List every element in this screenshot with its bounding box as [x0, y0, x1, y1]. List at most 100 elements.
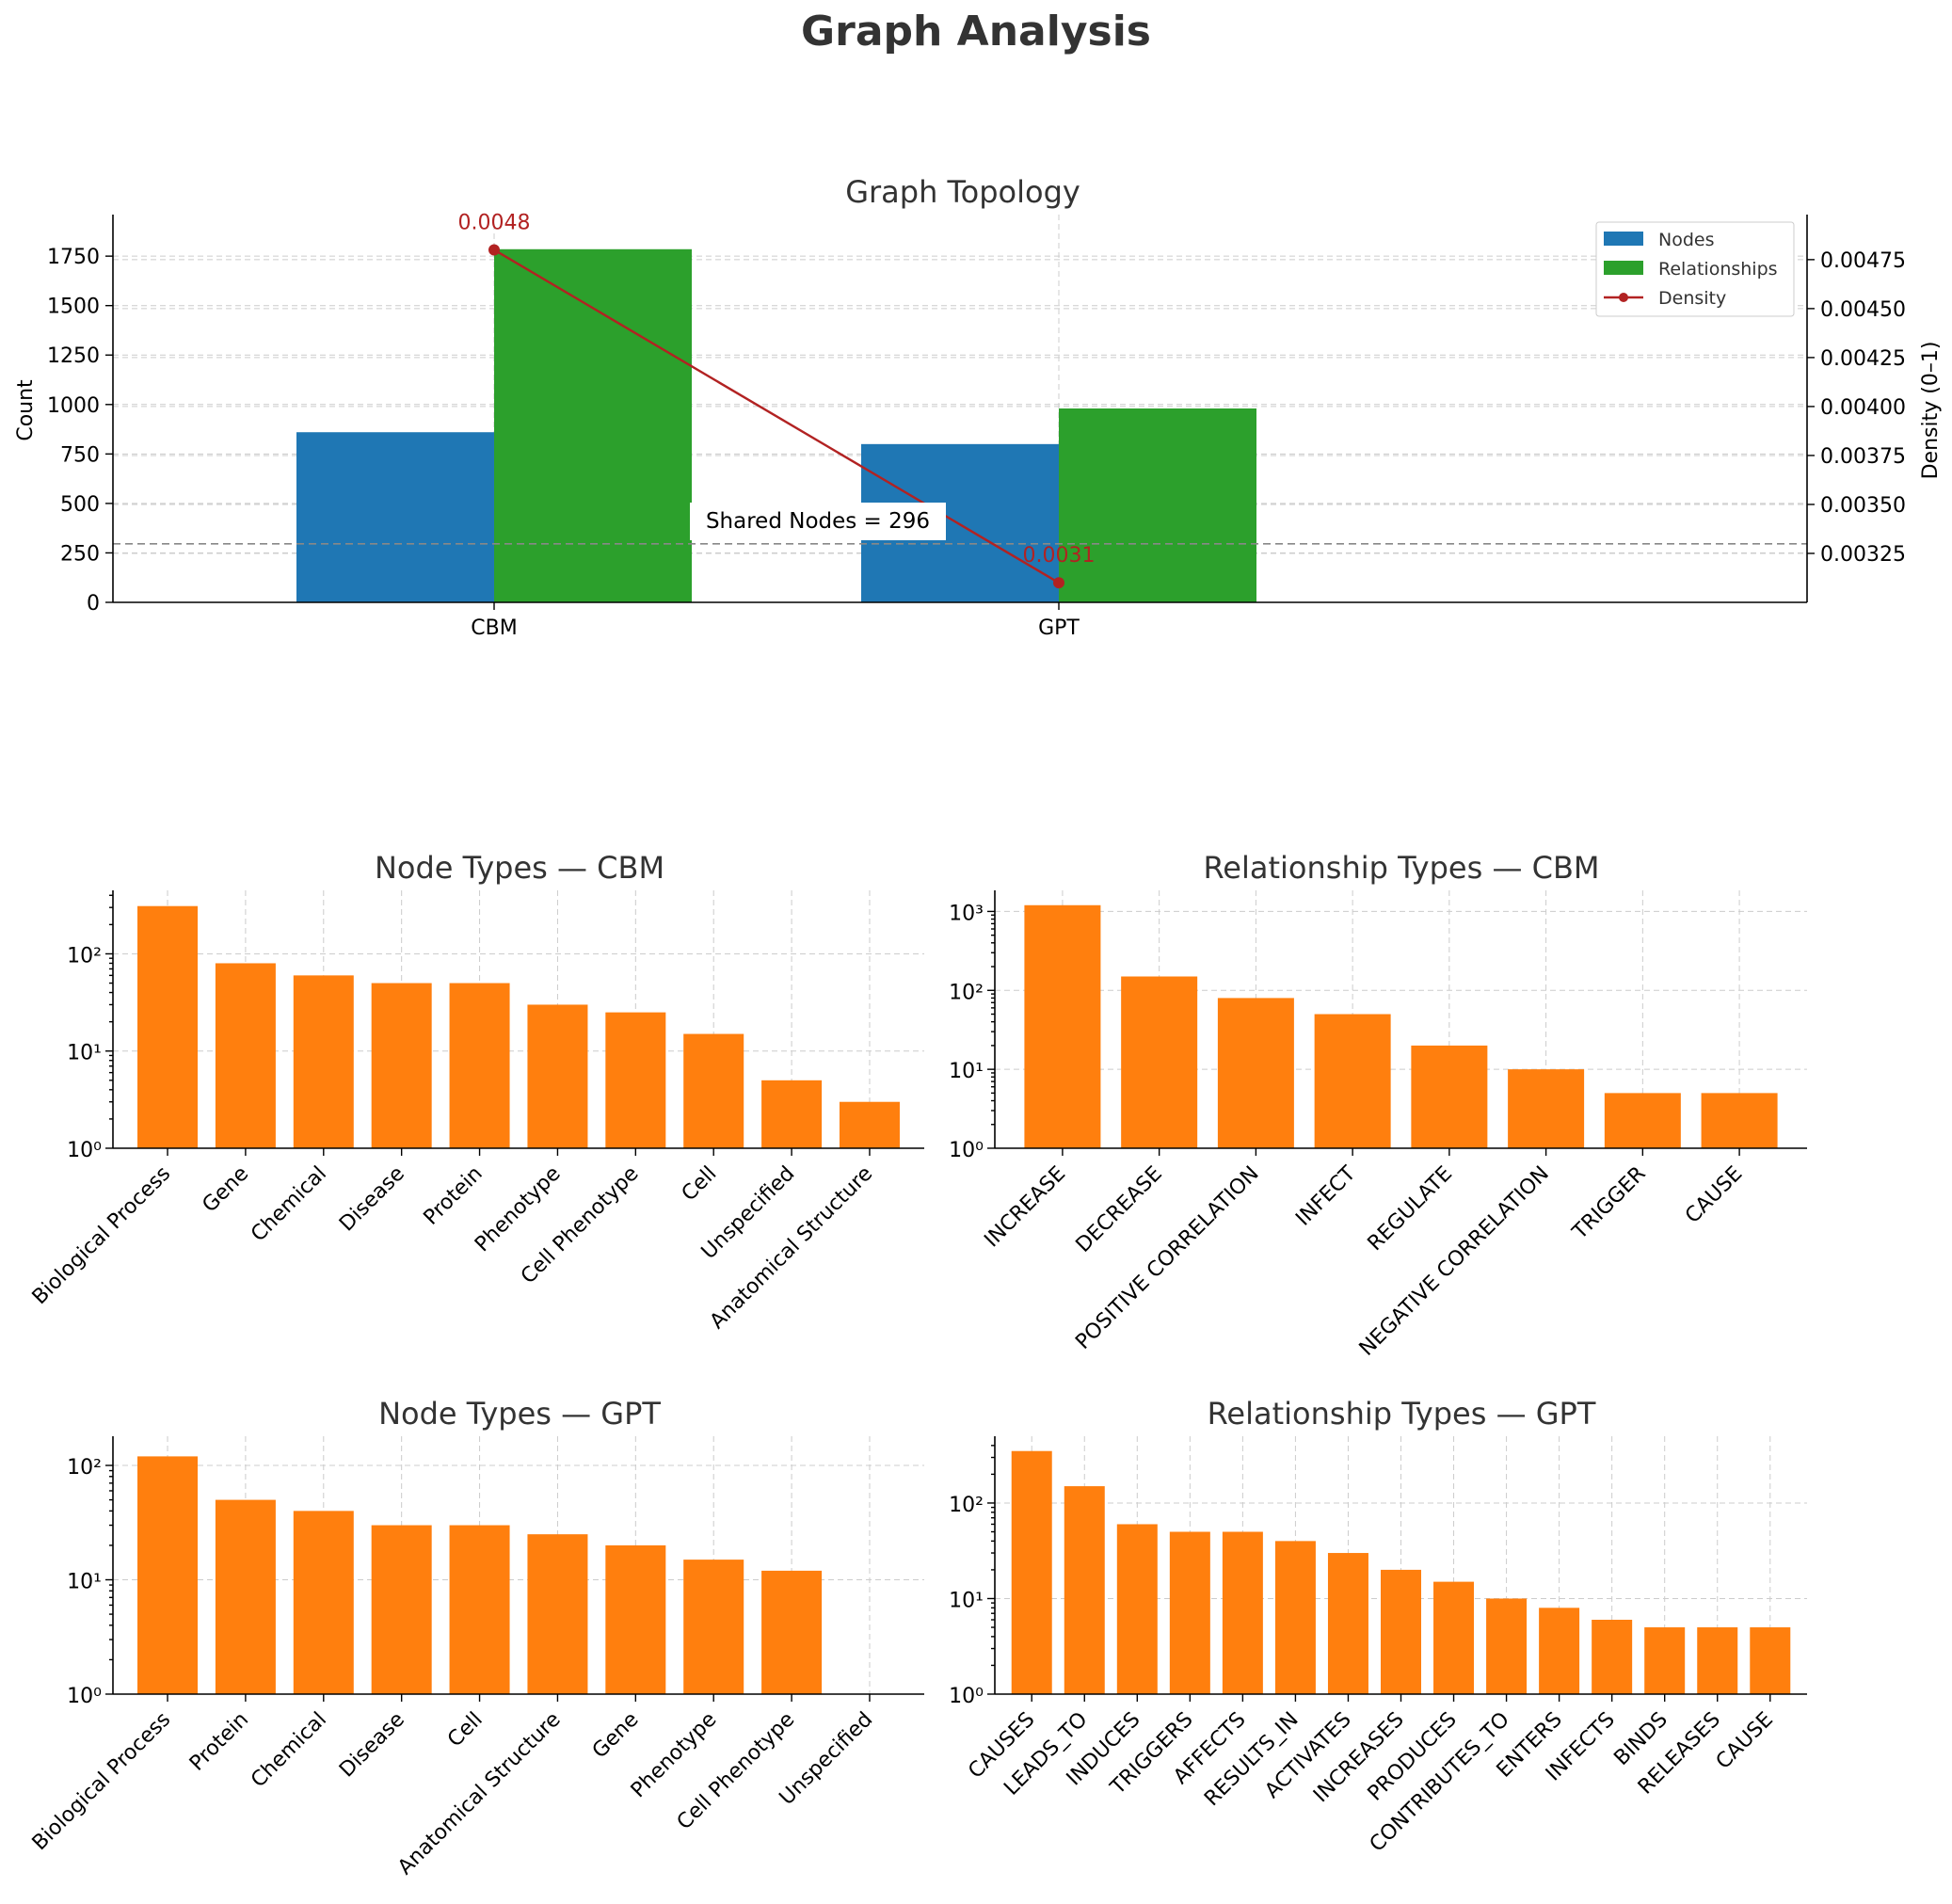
- density-label: 0.0048: [458, 211, 531, 234]
- shared-nodes-label: Shared Nodes = 296: [706, 509, 930, 534]
- node-types-cbm-title: Node Types — CBM: [375, 850, 664, 886]
- topology-ytick-label: 1500: [47, 296, 100, 319]
- topology-ytick-label: 750: [60, 443, 100, 467]
- density-point: [488, 244, 500, 256]
- relationship-types-gpt-ytick-label: 10⁰: [949, 1685, 984, 1708]
- node-types-gpt-ytick-label: 10⁰: [67, 1685, 102, 1708]
- topology-y2tick-label: 0.00475: [1820, 249, 1906, 273]
- node-types-gpt-xtick-label: Protein: [185, 1708, 253, 1776]
- relationship-types-cbm-xtick-label: INFECT: [1291, 1161, 1360, 1230]
- node-types-gpt-xtick-label: Chemical: [247, 1708, 331, 1793]
- node-types-cbm-bar: [137, 905, 199, 1148]
- relationship-types-gpt-bar: [1592, 1620, 1633, 1694]
- relationship-types-gpt-bar: [1697, 1627, 1738, 1694]
- topology-ytick-label: 0: [87, 592, 100, 616]
- relationship-types-cbm-xtick-label: INCREASE: [980, 1162, 1070, 1253]
- density-point: [1053, 577, 1064, 589]
- relationship-types-gpt-bar: [1011, 1450, 1052, 1694]
- node-types-gpt-bar: [371, 1525, 432, 1694]
- relationship-types-cbm-bar: [1121, 976, 1198, 1148]
- legend-nodes-swatch: [1604, 232, 1643, 246]
- relationship-types-cbm-title: Relationship Types — CBM: [1203, 850, 1599, 886]
- node-types-cbm-ytick-label: 10²: [67, 944, 102, 968]
- relationships-bar: [1059, 408, 1256, 602]
- topology-xtick-label: CBM: [471, 616, 517, 640]
- legend-nodes-label: Nodes: [1658, 230, 1715, 250]
- node-types-cbm-panel: Node Types — CBM 10⁰ 10¹ 10² Biological Pro…: [28, 850, 924, 1334]
- relationship-types-gpt-bar: [1381, 1569, 1421, 1694]
- relationship-types-gpt-bar: [1169, 1531, 1210, 1694]
- nodes-bar: [296, 432, 494, 602]
- node-types-gpt-bar: [137, 1456, 199, 1694]
- legend-relationships-label: Relationships: [1658, 259, 1778, 280]
- node-types-gpt-bar: [761, 1570, 823, 1694]
- relationship-types-cbm-xtick-label: CAUSE: [1681, 1162, 1747, 1228]
- node-types-cbm-bar: [215, 963, 276, 1148]
- node-types-cbm-ytick-label: 10¹: [67, 1042, 102, 1065]
- node-types-cbm-bar: [839, 1101, 900, 1148]
- figure-title: Graph Analysis: [801, 8, 1151, 56]
- relationship-types-gpt-bar: [1274, 1541, 1316, 1694]
- relationship-types-gpt-ytick-label: 10¹: [949, 1589, 984, 1612]
- relationship-types-cbm-panel: Relationship Types — CBM 10⁰ 10¹ 10² 10³ INC…: [949, 850, 1807, 1361]
- node-types-gpt-bar: [215, 1499, 276, 1694]
- topology-ytick-label: 1750: [47, 246, 100, 269]
- relationship-types-gpt-bar: [1644, 1627, 1686, 1694]
- relationship-types-cbm-bar: [1314, 1014, 1391, 1148]
- relationship-types-gpt-bar: [1433, 1581, 1475, 1694]
- relationship-types-gpt-bar: [1064, 1486, 1105, 1694]
- node-types-cbm-xtick-label: Biological Process: [28, 1162, 176, 1310]
- topology-ytick-label: 1250: [47, 344, 100, 368]
- relationship-types-cbm-xtick-label: DECREASE: [1072, 1162, 1167, 1257]
- node-types-gpt-title: Node Types — GPT: [378, 1396, 661, 1432]
- relationship-types-cbm-bar: [1024, 904, 1101, 1148]
- node-types-cbm-xtick-label: Chemical: [247, 1162, 331, 1247]
- legend-density-label: Density: [1658, 288, 1726, 309]
- relationship-types-gpt-bar: [1539, 1608, 1580, 1694]
- relationship-types-gpt-title: Relationship Types — GPT: [1208, 1396, 1596, 1432]
- node-types-cbm-xtick-label: Protein: [420, 1162, 488, 1230]
- legend-density-marker: [1619, 293, 1628, 302]
- density-label: 0.0031: [1023, 544, 1096, 568]
- node-types-cbm-xtick-label: Anatomical Structure: [706, 1162, 878, 1335]
- relationship-types-cbm-xtick-label: POSITIVE CORRELATION: [1071, 1162, 1263, 1354]
- node-types-cbm-bar: [683, 1033, 744, 1148]
- relationship-types-gpt-panel: Relationship Types — GPT 10⁰10¹10²CAUSES…: [949, 1396, 1807, 1857]
- relationship-types-cbm-bar: [1701, 1093, 1778, 1148]
- topology-ytick-label: 1000: [47, 394, 100, 418]
- topology-panel: Graph Topology Count Density (0–1) 0.004…: [14, 174, 1943, 640]
- relationship-types-cbm-ytick-label: 10³: [949, 902, 984, 925]
- node-types-gpt-xtick-label: Anatomical Structure: [393, 1708, 566, 1880]
- relationship-types-gpt-bar: [1327, 1553, 1368, 1694]
- node-types-cbm-ytick-label: 10⁰: [67, 1139, 102, 1162]
- relationship-types-gpt-bar: [1750, 1627, 1791, 1694]
- node-types-gpt-bar: [527, 1534, 588, 1694]
- topology-ylabel: Count: [14, 379, 38, 441]
- node-types-gpt-xtick-label: Biological Process: [28, 1708, 176, 1856]
- topology-y2tick-label: 0.00450: [1820, 298, 1906, 322]
- relationship-types-gpt-bar: [1486, 1598, 1528, 1694]
- relationship-types-cbm-xtick-label: NEGATIVE CORRELATION: [1355, 1162, 1554, 1361]
- relationship-types-cbm-xtick-label: TRIGGER: [1568, 1162, 1651, 1245]
- node-types-cbm-xtick-label: Disease: [335, 1162, 409, 1237]
- relationship-types-gpt-ytick-label: 10²: [949, 1494, 984, 1517]
- legend-box: [1595, 221, 1795, 317]
- relationship-types-gpt-bar: [1116, 1524, 1158, 1694]
- node-types-gpt-bar: [605, 1544, 666, 1694]
- relationship-types-cbm-bar: [1604, 1093, 1681, 1148]
- legend-relationships-swatch: [1604, 261, 1643, 275]
- node-types-gpt-ytick-label: 10²: [67, 1456, 102, 1480]
- node-types-gpt-xtick-label: Cell: [443, 1708, 488, 1752]
- topology-y2tick-label: 0.00350: [1820, 494, 1906, 518]
- relationship-types-cbm-ytick-label: 10²: [949, 981, 984, 1004]
- relationship-types-gpt-xtick-label: CAUSE: [1712, 1708, 1778, 1774]
- node-types-gpt-bar: [293, 1511, 354, 1694]
- relationship-types-cbm-bar: [1508, 1069, 1585, 1148]
- relationship-types-cbm-ytick-label: 10¹: [949, 1060, 984, 1083]
- node-types-gpt-ytick-label: 10¹: [67, 1571, 102, 1594]
- node-types-gpt-panel: Node Types — GPT 10⁰ 10¹ 10² Biological Pro…: [28, 1396, 924, 1880]
- topology-y2label: Density (0–1): [1919, 342, 1943, 480]
- topology-y2tick-label: 0.00425: [1820, 347, 1906, 371]
- relationship-types-cbm-bar: [1411, 1045, 1488, 1148]
